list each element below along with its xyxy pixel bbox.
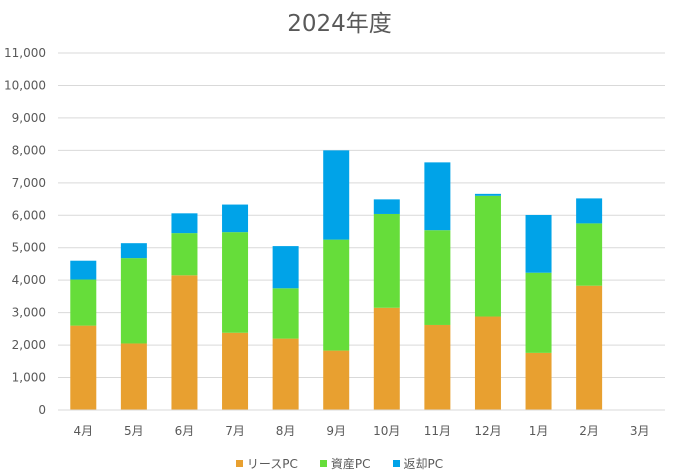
bar-segment — [525, 214, 552, 273]
bar-segment — [576, 285, 603, 410]
bar-segment — [424, 324, 451, 410]
bar-segment — [222, 232, 249, 333]
bar-segment — [120, 243, 147, 259]
legend-swatch — [319, 460, 327, 467]
bar-segment — [576, 198, 603, 224]
chart-legend: リースPC 資産PC 返却PC — [0, 455, 679, 472]
bar-segment — [525, 272, 552, 353]
y-tick-label: 9,000 — [12, 111, 46, 125]
x-tick-label: 6月 — [175, 424, 195, 438]
bar-segment — [222, 204, 249, 233]
bar-segment — [323, 350, 350, 410]
legend-label: リースPC — [246, 457, 298, 471]
bar-segment — [576, 223, 603, 286]
y-tick-label: 3,000 — [12, 306, 46, 320]
bar-segment — [272, 246, 299, 289]
bar-segment — [171, 233, 198, 276]
bar-segment — [323, 239, 350, 351]
y-tick-label: 11,000 — [4, 46, 46, 60]
legend-item: 資産PC — [319, 455, 371, 472]
bar-segment — [171, 275, 198, 410]
bar-segment — [373, 199, 400, 214]
bar-segment — [373, 307, 400, 410]
bar-segment — [272, 288, 299, 339]
chart-title: 2024年度 — [287, 11, 392, 37]
x-tick-label: 8月 — [276, 424, 296, 438]
x-tick-label: 9月 — [326, 424, 346, 438]
bar-segment — [120, 343, 147, 410]
legend-label: 資産PC — [330, 457, 371, 471]
legend-label: 返却PC — [403, 457, 444, 471]
y-tick-label: 8,000 — [12, 143, 46, 157]
x-tick-label: 12月 — [474, 424, 501, 438]
legend-swatch — [392, 460, 400, 467]
x-tick-label: 7月 — [225, 424, 245, 438]
bar-segment — [424, 162, 451, 231]
x-tick-label: 1月 — [529, 424, 549, 438]
bar-segment — [474, 193, 501, 196]
bar-segment — [474, 195, 501, 317]
y-tick-label: 2,000 — [12, 338, 46, 352]
x-tick-label: 11月 — [424, 424, 451, 438]
y-tick-label: 5,000 — [12, 241, 46, 255]
x-tick-label: 4月 — [73, 424, 93, 438]
bar-segment — [70, 279, 97, 326]
x-tick-label: 10月 — [373, 424, 400, 438]
y-tick-label: 6,000 — [12, 208, 46, 222]
legend-item: 返却PC — [392, 455, 444, 472]
legend-item: リースPC — [235, 455, 298, 472]
y-tick-label: 4,000 — [12, 273, 46, 287]
bar-segment — [120, 258, 147, 344]
bar-segment — [525, 352, 552, 410]
y-tick-label: 0 — [38, 403, 46, 417]
bar-segment — [424, 230, 451, 325]
bar-segment — [323, 150, 350, 240]
y-tick-label: 1,000 — [12, 371, 46, 385]
bar-segment — [70, 260, 97, 280]
bar-segment — [222, 332, 249, 410]
bar-segment — [70, 325, 97, 410]
bar-segment — [474, 316, 501, 410]
x-tick-label: 2月 — [579, 424, 599, 438]
x-tick-label: 3月 — [630, 424, 650, 438]
y-tick-label: 7,000 — [12, 176, 46, 190]
y-tick-label: 10,000 — [4, 78, 46, 92]
legend-swatch — [235, 460, 243, 467]
bar-segment — [373, 213, 400, 308]
x-tick-label: 5月 — [124, 424, 144, 438]
bar-segment — [272, 338, 299, 410]
bar-segment — [171, 213, 198, 234]
